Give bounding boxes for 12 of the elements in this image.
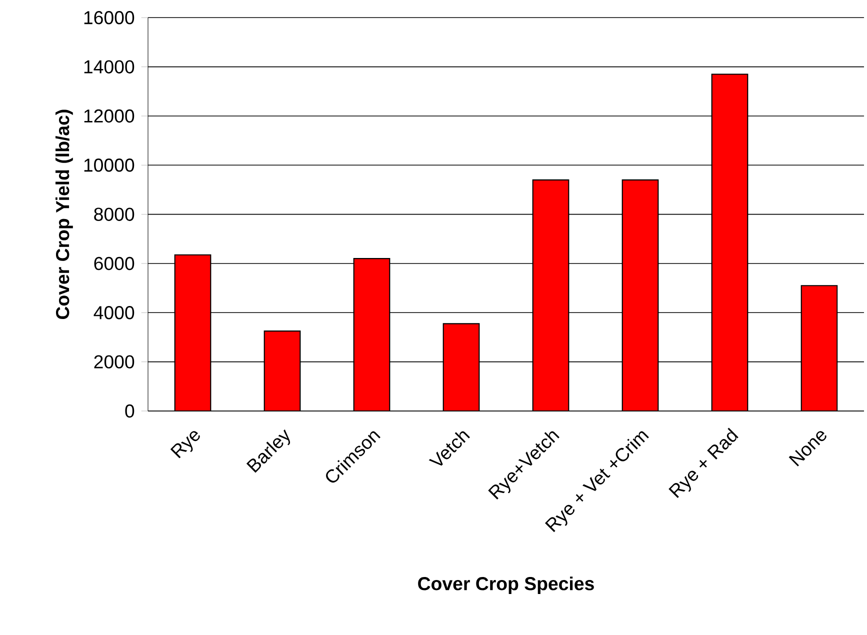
y-tick-label: 14000	[84, 60, 134, 74]
y-tick-label: 0	[125, 404, 134, 418]
x-axis-title: Cover Crop Species	[418, 576, 594, 594]
y-tick-label: 2000	[94, 355, 134, 368]
y-axis-title: Cover Crop Yield (lb/ac)	[56, 110, 73, 319]
y-tick-label: 6000	[94, 256, 134, 270]
y-tick-label: 12000	[84, 109, 134, 123]
y-tick-label: 8000	[94, 208, 134, 221]
y-tick-label: 16000	[84, 11, 134, 24]
x-tick-label: Rye	[170, 431, 200, 458]
y-tick-label: 10000	[84, 158, 134, 172]
y-tick-label: 4000	[94, 306, 134, 320]
